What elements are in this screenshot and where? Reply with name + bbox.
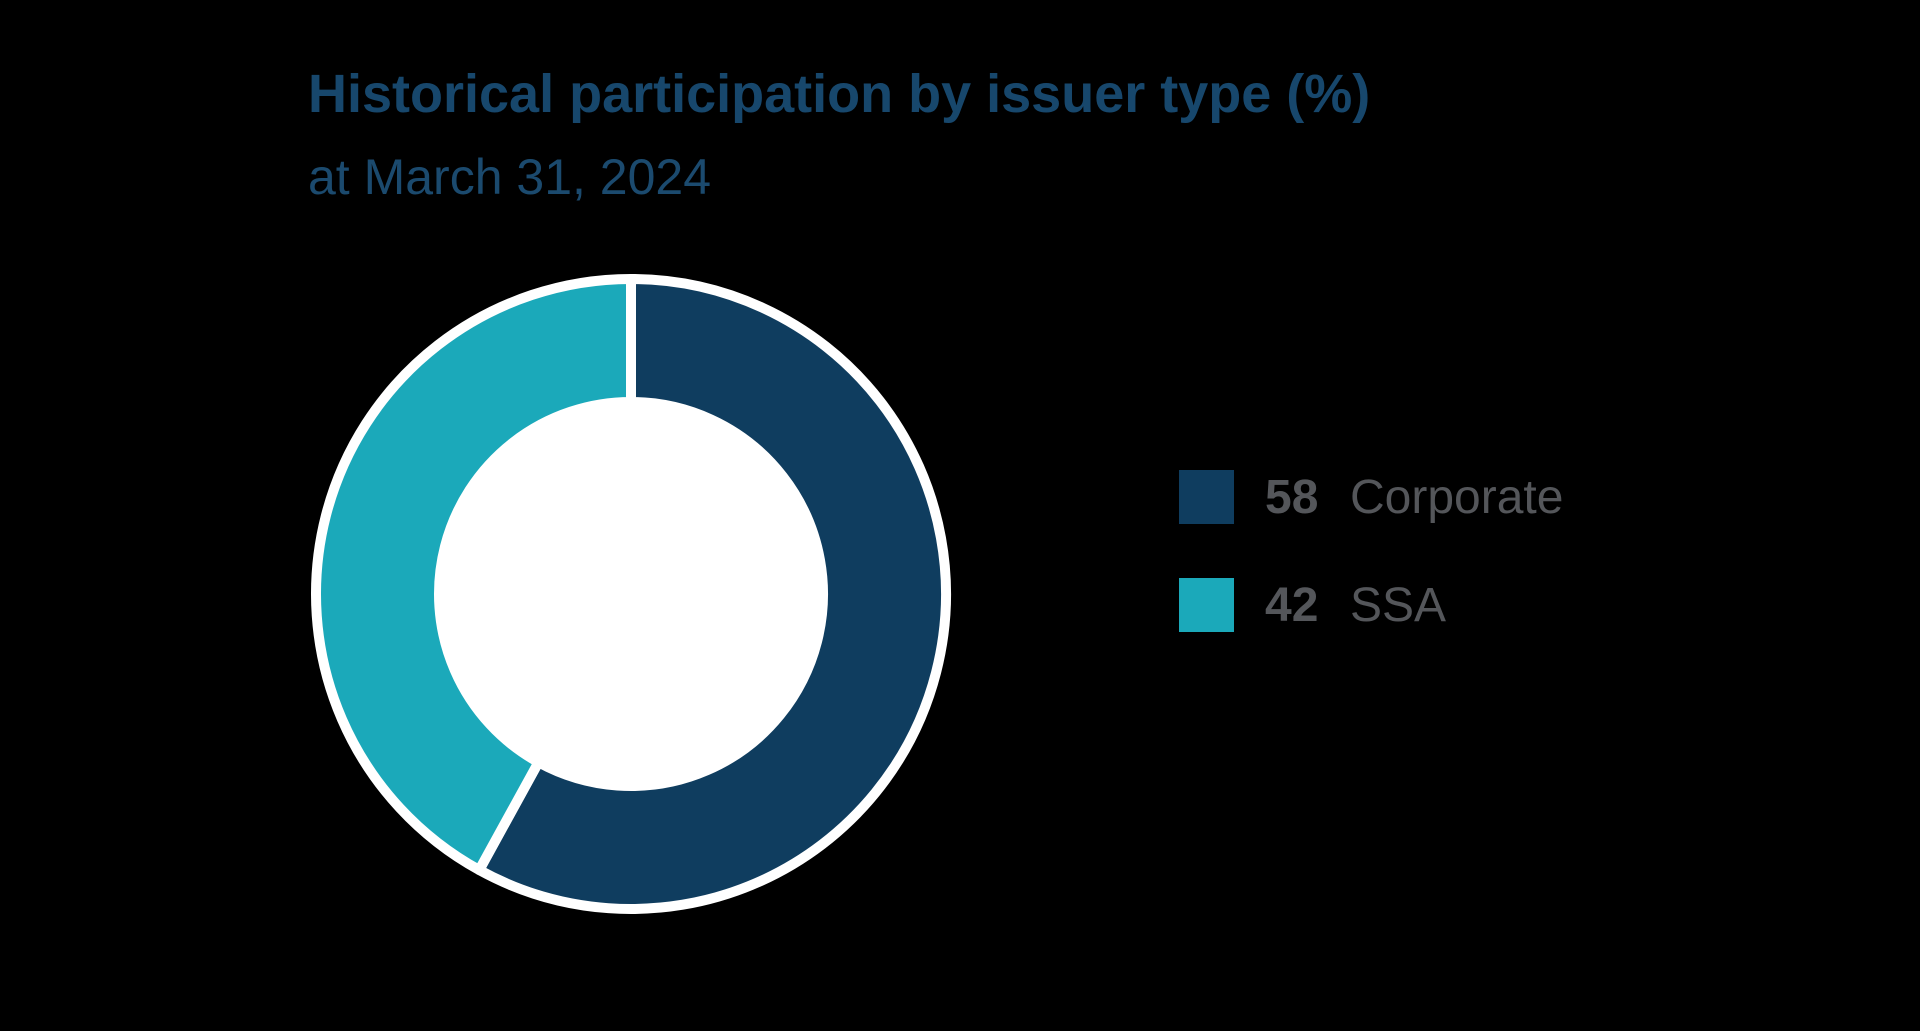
donut-chart [311,274,951,914]
legend-item-corporate: 58 Corporate [1179,470,1563,524]
chart-title: Historical participation by issuer type … [308,64,1371,124]
donut-hole [434,397,828,791]
legend-item-ssa: 42 SSA [1179,578,1563,632]
corporate-value: 58 [1265,470,1319,524]
ssa-value: 42 [1265,578,1319,632]
corporate-label: Corporate [1350,470,1564,524]
ssa-label: SSA [1350,578,1447,632]
legend: 58 Corporate 42 SSA [1179,470,1563,686]
corporate-swatch [1179,470,1234,524]
donut-segment-corporate [474,274,951,914]
ssa-swatch [1179,578,1234,632]
donut-segment-ssa [311,274,636,876]
chart-subtitle: at March 31, 2024 [308,149,712,205]
